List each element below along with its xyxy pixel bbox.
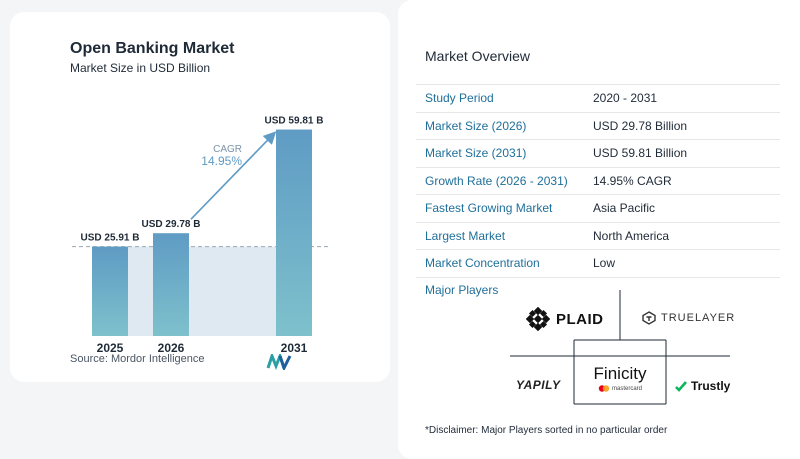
plaid-wordmark: PLAID [556, 310, 604, 328]
row-label: Market Concentration [425, 256, 540, 271]
chart-title: Open Banking Market [70, 40, 235, 57]
cagr-label: CAGR [213, 144, 242, 155]
yapily-logo: YAPILY [516, 375, 561, 395]
table-row: Largest Market North America [416, 223, 780, 250]
mordor-intelligence-logo-icon [266, 354, 292, 370]
table-row: Market Size (2026) USD 29.78 Billion [416, 113, 780, 140]
row-label: Study Period [425, 91, 494, 106]
truelayer-icon [642, 311, 656, 325]
market-overview-panel: Market Overview Study Period 2020 - 2031… [398, 0, 800, 459]
cagr-value: 14.95% [201, 154, 242, 168]
row-value: USD 59.81 Billion [593, 146, 688, 161]
table-row: Study Period 2020 - 2031 [416, 84, 780, 113]
row-value: Asia Pacific [593, 201, 656, 216]
data-label-2026: USD 29.78 B [142, 219, 201, 230]
row-label: Largest Market [425, 228, 506, 243]
finicity-logo: Finicity mastercard [578, 360, 662, 396]
row-label: Market Size (2026) [425, 118, 527, 133]
row-label: Fastest Growing Market [425, 201, 553, 216]
trustly-logo: Trustly [674, 376, 730, 396]
x-tick-2025: 2025 [97, 341, 124, 355]
table-row: Market Size (2031) USD 59.81 Billion [416, 140, 780, 168]
bar-2031 [276, 129, 312, 336]
data-label-2031: USD 59.81 B [265, 116, 324, 127]
bar-2025 [92, 246, 128, 336]
chart-source: Source: Mordor Intelligence [70, 353, 205, 365]
row-value: North America [593, 228, 670, 243]
row-label: Growth Rate (2026 - 2031) [425, 173, 568, 188]
row-value: USD 29.78 Billion [593, 118, 688, 133]
row-value: Low [593, 256, 616, 271]
bar-2026 [153, 233, 189, 336]
yapily-wordmark: YAPILY [516, 378, 561, 392]
trustly-wordmark: Trustly [691, 379, 731, 393]
chart-subtitle: Market Size in USD Billion [70, 61, 211, 75]
truelayer-logo: TRUELAYER [642, 308, 735, 328]
table-row: Growth Rate (2026 - 2031) 14.95% CAGR [416, 168, 780, 195]
mastercard-icon [598, 385, 610, 392]
cagr-arrow [190, 131, 277, 220]
major-players-title: Major Players [425, 283, 499, 297]
x-tick-2026: 2026 [158, 341, 185, 355]
disclaimer: *Disclaimer: Major Players sorted in no … [425, 425, 668, 436]
x-tick-2031: 2031 [281, 341, 308, 355]
table-row: Market Concentration Low [416, 250, 780, 278]
trustly-icon [675, 381, 687, 392]
mastercard-label: mastercard [611, 385, 642, 392]
finicity-wordmark: Finicity [593, 364, 647, 383]
finicity-submark: mastercard [598, 385, 642, 392]
table-row: Fastest Growing Market Asia Pacific [416, 195, 780, 223]
plaid-logo: PLAID [526, 305, 604, 333]
plaid-icon [526, 307, 550, 331]
bar-chart: USD 25.91 B 2025 USD 29.78 B 2026 USD 59.81 … [72, 116, 330, 355]
overview-title: Market Overview [425, 48, 531, 64]
overview-table: Study Period 2020 - 2031 Market Size (20… [416, 84, 780, 278]
data-label-2025: USD 25.91 B [81, 233, 140, 244]
row-value: 2020 - 2031 [593, 91, 658, 106]
row-label: Market Size (2031) [425, 146, 527, 161]
row-value: 14.95% CAGR [593, 173, 672, 188]
truelayer-wordmark: TRUELAYER [661, 312, 736, 324]
